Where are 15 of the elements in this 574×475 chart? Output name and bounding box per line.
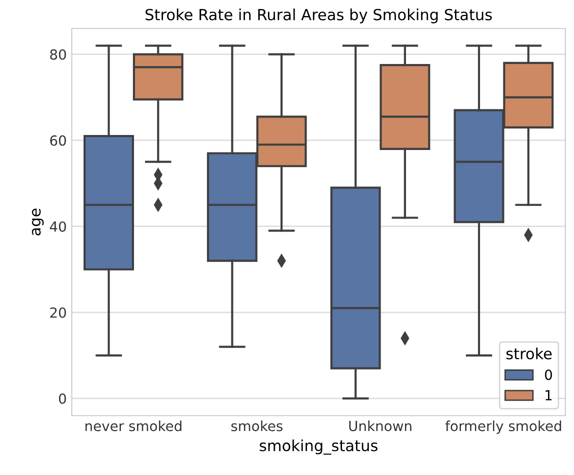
y-tick-label: 80 — [50, 49, 66, 60]
legend-label: 1 — [546, 390, 552, 400]
y-tick-label: 60 — [50, 135, 66, 146]
x-tick-label: never smoked — [86, 420, 182, 432]
y-axis-title: age — [32, 208, 44, 236]
x-tick-label: formerly smoked — [445, 420, 562, 434]
y-tick-label: 40 — [50, 221, 66, 232]
x-tick-label: Unknown — [349, 420, 412, 432]
y-tick-label: 0 — [58, 393, 66, 404]
legend-label: 0 — [544, 370, 552, 380]
y-tick-label: 20 — [50, 307, 66, 318]
legend-title: stroke — [506, 348, 552, 360]
chart-title: Stroke Rate in Rural Areas by Smoking Status — [146, 8, 492, 24]
x-tick-label: smokes — [231, 420, 282, 432]
x-axis-title: smoking_status — [260, 439, 378, 455]
